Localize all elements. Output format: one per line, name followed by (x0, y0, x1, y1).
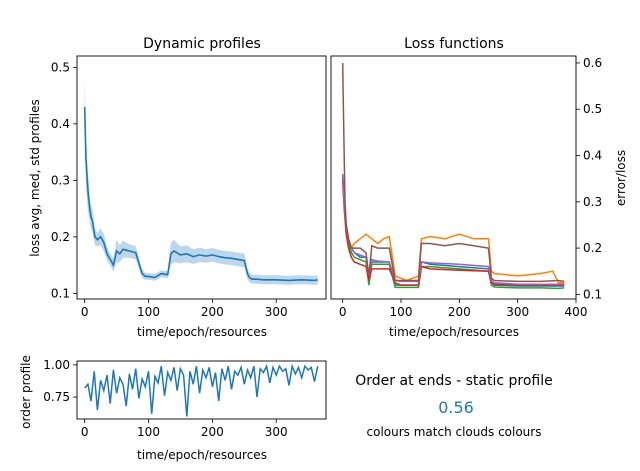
loss-functions-x-ticks: 0 100 200 300 400 (339, 299, 588, 319)
x-tick-label: 200 (201, 305, 224, 319)
loss-curve-2 (341, 183, 565, 284)
static-profile-panel: Order at ends - static profile 0.56 colo… (355, 373, 552, 439)
dynamic-profiles-title: Dynamic profiles (143, 36, 261, 52)
y-tick-label: 0.1 (583, 287, 602, 301)
order-profile-y-ticks: 0.75 1.00 (43, 358, 77, 404)
dynamic-profiles-x-ticks: 0 100 200 300 (81, 299, 288, 319)
y-tick-label: 0.1 (51, 286, 70, 300)
static-profile-value: 0.56 (438, 398, 474, 417)
dynamic-profiles-plot: Dynamic profiles 0 100 200 300 0.1 0.2 0.3 0.4… (28, 36, 327, 339)
y-tick-label: 0.3 (583, 195, 602, 209)
order-profile-frame (76, 360, 327, 420)
loss-curve-4 (341, 178, 565, 286)
y-tick-label: 0.75 (43, 390, 70, 404)
x-tick-label: 300 (506, 305, 529, 319)
loss-functions-frame (330, 55, 577, 300)
y-tick-label: 0.5 (583, 102, 602, 116)
loss-functions-title: Loss functions (404, 36, 504, 52)
loss-functions-y-label: error/loss (614, 150, 628, 206)
x-tick-label: 400 (565, 305, 588, 319)
order-profile-x-ticks: 0 100 200 300 (81, 419, 288, 439)
loss-functions-x-label: time/epoch/resources (389, 325, 519, 339)
avg-profile-line (83, 106, 318, 282)
static-profile-note: colours match clouds colours (367, 425, 542, 439)
loss-functions-plot: Loss functions 0 100 200 300 400 0.10.20.30.… (330, 36, 628, 339)
dynamic-profiles-frame (76, 55, 327, 300)
x-tick-label: 200 (448, 305, 471, 319)
x-tick-label: 0 (81, 305, 89, 319)
loss-curve-6 (341, 62, 565, 283)
x-tick-label: 100 (137, 305, 160, 319)
order-profile-series (84, 363, 319, 417)
x-tick-label: 0 (81, 425, 89, 439)
y-tick-label: 0.5 (51, 60, 70, 74)
y-tick-label: 0.6 (583, 56, 602, 70)
dynamic-profiles-y-label: loss avg, med, std profiles (28, 99, 42, 257)
order-profile-line (84, 363, 319, 417)
dynamic-profiles-y-ticks: 0.1 0.2 0.3 0.4 0.5 (51, 60, 77, 300)
x-tick-label: 300 (265, 425, 288, 439)
loss-functions-y-ticks: 0.1 0.2 0.3 0.4 0.5 0.6 (576, 56, 602, 301)
x-tick-label: 100 (390, 305, 413, 319)
order-profile-y-label: order profile (19, 355, 33, 429)
x-tick-label: 200 (201, 425, 224, 439)
dynamic-profiles-series (83, 106, 318, 282)
y-tick-label: 0.2 (51, 230, 70, 244)
y-tick-label: 0.4 (583, 149, 602, 163)
dynamic-profiles-x-label: time/epoch/resources (137, 325, 267, 339)
x-tick-label: 100 (137, 425, 160, 439)
y-tick-label: 0.2 (583, 241, 602, 255)
y-tick-label: 0.3 (51, 173, 70, 187)
order-profile-x-label: time/epoch/resources (137, 448, 267, 462)
loss-curve-5 (341, 173, 565, 285)
y-tick-label: 1.00 (43, 358, 70, 372)
x-tick-label: 0 (339, 305, 347, 319)
loss-functions-series (341, 62, 565, 290)
x-tick-label: 300 (265, 305, 288, 319)
order-profile-plot: 0 100 200 300 0.75 1.00 time/epoch/resources… (19, 355, 327, 462)
loss-curve-3 (341, 178, 565, 290)
static-profile-title: Order at ends - static profile (355, 373, 552, 389)
y-tick-label: 0.4 (51, 117, 70, 131)
